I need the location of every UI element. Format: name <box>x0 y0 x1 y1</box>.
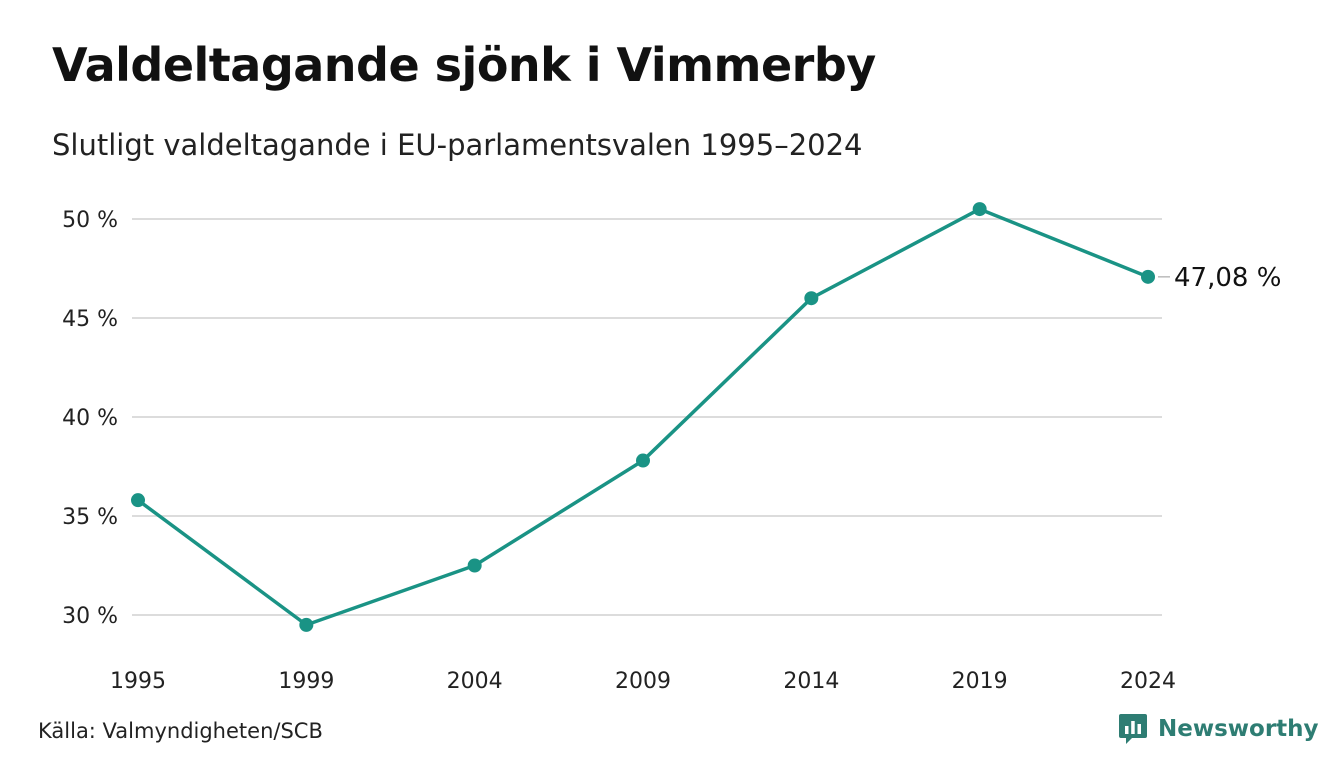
series <box>131 202 1155 632</box>
y-tick-label: 40 % <box>62 406 118 431</box>
x-tick-label: 2004 <box>447 669 503 694</box>
brand-logo: Newsworthy <box>1118 712 1319 746</box>
x-tick-label: 2014 <box>783 669 839 694</box>
data-point <box>1141 269 1155 284</box>
end-value-label: 47,08 % <box>1174 263 1281 293</box>
source-note: Källa: Valmyndigheten/SCB <box>38 719 323 743</box>
y-tick-label: 30 % <box>62 604 118 629</box>
x-tick-label: 1999 <box>278 669 334 694</box>
data-point <box>299 617 314 632</box>
bar-chart-speech-bubble-icon <box>1119 714 1147 744</box>
data-point <box>972 202 987 217</box>
data-point <box>804 291 819 306</box>
chart-subtitle: Slutligt valdeltagande i EU-parlamentsva… <box>52 128 863 162</box>
y-tick-label: 35 % <box>62 505 118 530</box>
y-axis-ticks: 30 % 35 % 40 % 45 % 50 % <box>62 208 118 629</box>
y-tick-label: 45 % <box>62 307 118 332</box>
brand-name: Newsworthy <box>1158 716 1319 742</box>
data-point <box>636 453 650 468</box>
x-tick-label: 2019 <box>952 669 1008 694</box>
data-labels: 47,08 % <box>1158 263 1281 293</box>
data-point <box>467 558 482 573</box>
x-axis-ticks: 1995 1999 2004 2009 2014 2019 2024 <box>110 669 1176 694</box>
line-chart: 30 % 35 % 40 % 45 % 50 % 1995 1999 2004 2009 201… <box>62 202 1281 694</box>
x-tick-label: 2024 <box>1120 669 1176 694</box>
y-tick-label: 50 % <box>62 208 118 233</box>
x-tick-label: 1995 <box>110 669 166 694</box>
gridlines <box>132 218 1162 616</box>
data-point <box>131 493 145 508</box>
x-tick-label: 2009 <box>615 669 671 694</box>
chart-title: Valdeltagande sjönk i Vimmerby <box>52 38 876 92</box>
